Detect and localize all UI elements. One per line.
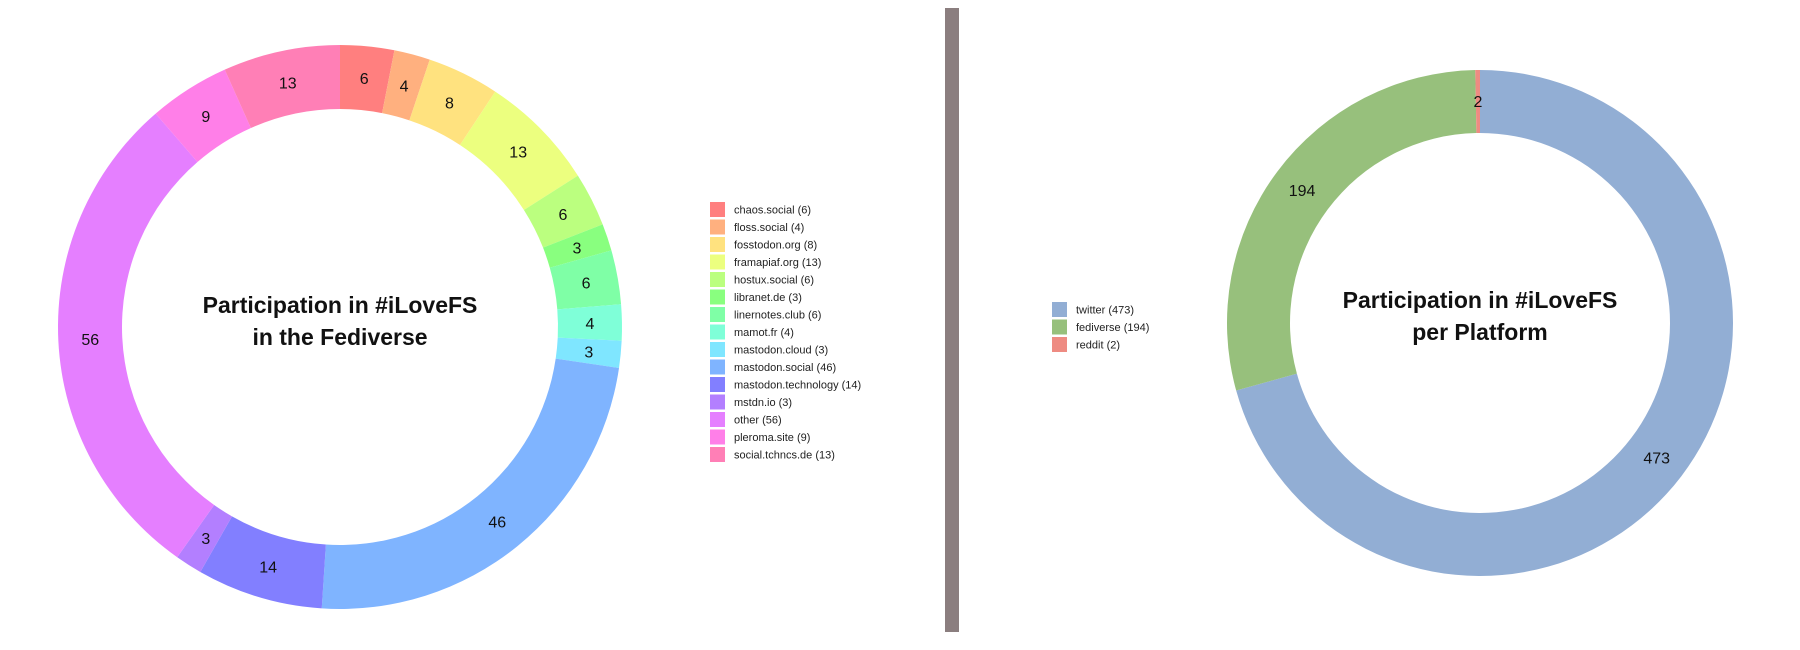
slice-fosstodon-org (409, 59, 496, 146)
slice-reddit (1475, 70, 1480, 134)
platform-chart-title-line-1: Participation in #iLoveFS (1343, 287, 1618, 313)
slice-value-label-other: 56 (81, 332, 99, 349)
slice-value-label-fosstodon-org: 8 (445, 95, 454, 112)
legend-swatch-floss-social (710, 219, 725, 235)
slice-mastodon-social (321, 358, 620, 609)
slice-value-label-floss-social: 4 (400, 78, 409, 95)
legend-swatch-fosstodon-org (710, 237, 725, 252)
slice-mastodon-cloud (555, 337, 622, 368)
slice-hostux-social (523, 175, 603, 248)
legend-label-mastodon-social: mastodon.social (46) (734, 362, 836, 374)
slice-value-label-pleroma-site: 9 (201, 109, 210, 126)
slice-value-label-social-tchncs-de: 13 (279, 76, 297, 93)
slice-fediverse (1226, 70, 1477, 391)
legend-swatch-reddit (1052, 337, 1067, 352)
slice-value-label-mamot-fr: 4 (586, 316, 595, 333)
slice-floss-social (382, 50, 430, 121)
slice-value-label-framapiaf-org: 13 (509, 145, 527, 162)
slice-value-label-mastodon-technology: 14 (259, 559, 277, 576)
legend-swatch-mastodon-cloud (710, 342, 725, 357)
legend-label-mastodon-cloud: mastodon.cloud (3) (734, 345, 828, 357)
slice-other (58, 113, 215, 558)
legend-label-libranet-de: libranet.de (3) (734, 292, 802, 304)
fediverse-slices (58, 45, 623, 609)
legend-swatch-twitter (1052, 302, 1067, 317)
platform-slices (1226, 70, 1733, 577)
legend-label-other: other (56) (734, 415, 782, 427)
slice-value-label-libranet-de: 3 (573, 240, 582, 257)
legend-swatch-framapiaf-org (710, 254, 725, 270)
slice-framapiaf-org (460, 91, 578, 210)
legend-label-social-tchncs-de: social.tchncs.de (13) (734, 450, 835, 462)
slice-value-label-mastodon-social: 46 (488, 514, 506, 531)
legend-swatch-hostux-social (710, 272, 725, 287)
legend-label-floss-social: floss.social (4) (734, 222, 804, 234)
slice-value-label-mastodon-cloud: 3 (584, 344, 593, 361)
legend-label-reddit: reddit (2) (1076, 340, 1120, 352)
legend-label-hostux-social: hostux.social (6) (734, 275, 814, 287)
slice-value-label-twitter: 473 (1643, 450, 1670, 467)
legend-label-mamot-fr: mamot.fr (4) (734, 327, 794, 339)
fediverse-chart-title-line-1: Participation in #iLoveFS (203, 292, 478, 318)
slice-mstdn-io (177, 505, 233, 572)
legend-swatch-mastodon-technology (710, 377, 725, 392)
slice-linernotes-club (549, 250, 622, 310)
slice-mastodon-technology (200, 516, 326, 609)
slice-value-label-mstdn-io: 3 (201, 531, 210, 548)
legend-label-fosstodon-org: fosstodon.org (8) (734, 240, 817, 252)
slice-value-label-fediverse: 194 (1289, 183, 1316, 200)
legend-swatch-fediverse (1052, 319, 1067, 335)
legend-swatch-mamot-fr (710, 324, 725, 340)
slice-value-label-linernotes-club: 6 (582, 276, 591, 293)
platform-donut-chart: 473 194 2 Participation in #iLoveFS per Pl… (1052, 70, 1733, 577)
fediverse-chart-title-line-2: in the Fediverse (252, 324, 427, 350)
legend-swatch-social-tchncs-de (710, 447, 725, 462)
legend-label-chaos-social: chaos.social (6) (734, 205, 811, 217)
legend-label-mstdn-io: mstdn.io (3) (734, 397, 792, 409)
slice-pleroma-site (155, 69, 251, 163)
slice-social-tchncs-de (224, 45, 340, 129)
legend-swatch-other (710, 412, 725, 427)
slice-chaos-social (340, 45, 395, 114)
legend-label-linernotes-club: linernotes.club (6) (734, 310, 821, 322)
legend-label-fediverse: fediverse (194) (1076, 322, 1149, 334)
legend-label-twitter: twitter (473) (1076, 305, 1134, 317)
legend-label-mastodon-technology: mastodon.technology (14) (734, 380, 861, 392)
legend-swatch-linernotes-club (710, 307, 725, 322)
fediverse-legend: chaos.social (6) floss.social (4) fosstodo… (710, 202, 861, 462)
legend-swatch-pleroma-site (710, 429, 725, 445)
legend-swatch-libranet-de (710, 289, 725, 305)
legend-swatch-chaos-social (710, 202, 725, 217)
legend-swatch-mstdn-io (710, 394, 725, 410)
platform-slice-labels: 473 194 2 (1289, 94, 1670, 467)
legend-label-framapiaf-org: framapiaf.org (13) (734, 257, 821, 269)
legend-label-pleroma-site: pleroma.site (9) (734, 432, 810, 444)
slice-libranet-de (543, 224, 612, 268)
platform-chart-title-line-2: per Platform (1412, 319, 1547, 345)
slice-value-label-hostux-social: 6 (558, 207, 567, 224)
legend-swatch-mastodon-social (710, 359, 725, 375)
slice-mamot-fr (557, 304, 623, 341)
chart-divider (945, 8, 959, 632)
platform-legend: twitter (473) fediverse (194) reddit (2) (1052, 302, 1149, 352)
slice-value-label-chaos-social: 6 (360, 71, 369, 88)
slice-value-label-reddit: 2 (1473, 94, 1482, 111)
